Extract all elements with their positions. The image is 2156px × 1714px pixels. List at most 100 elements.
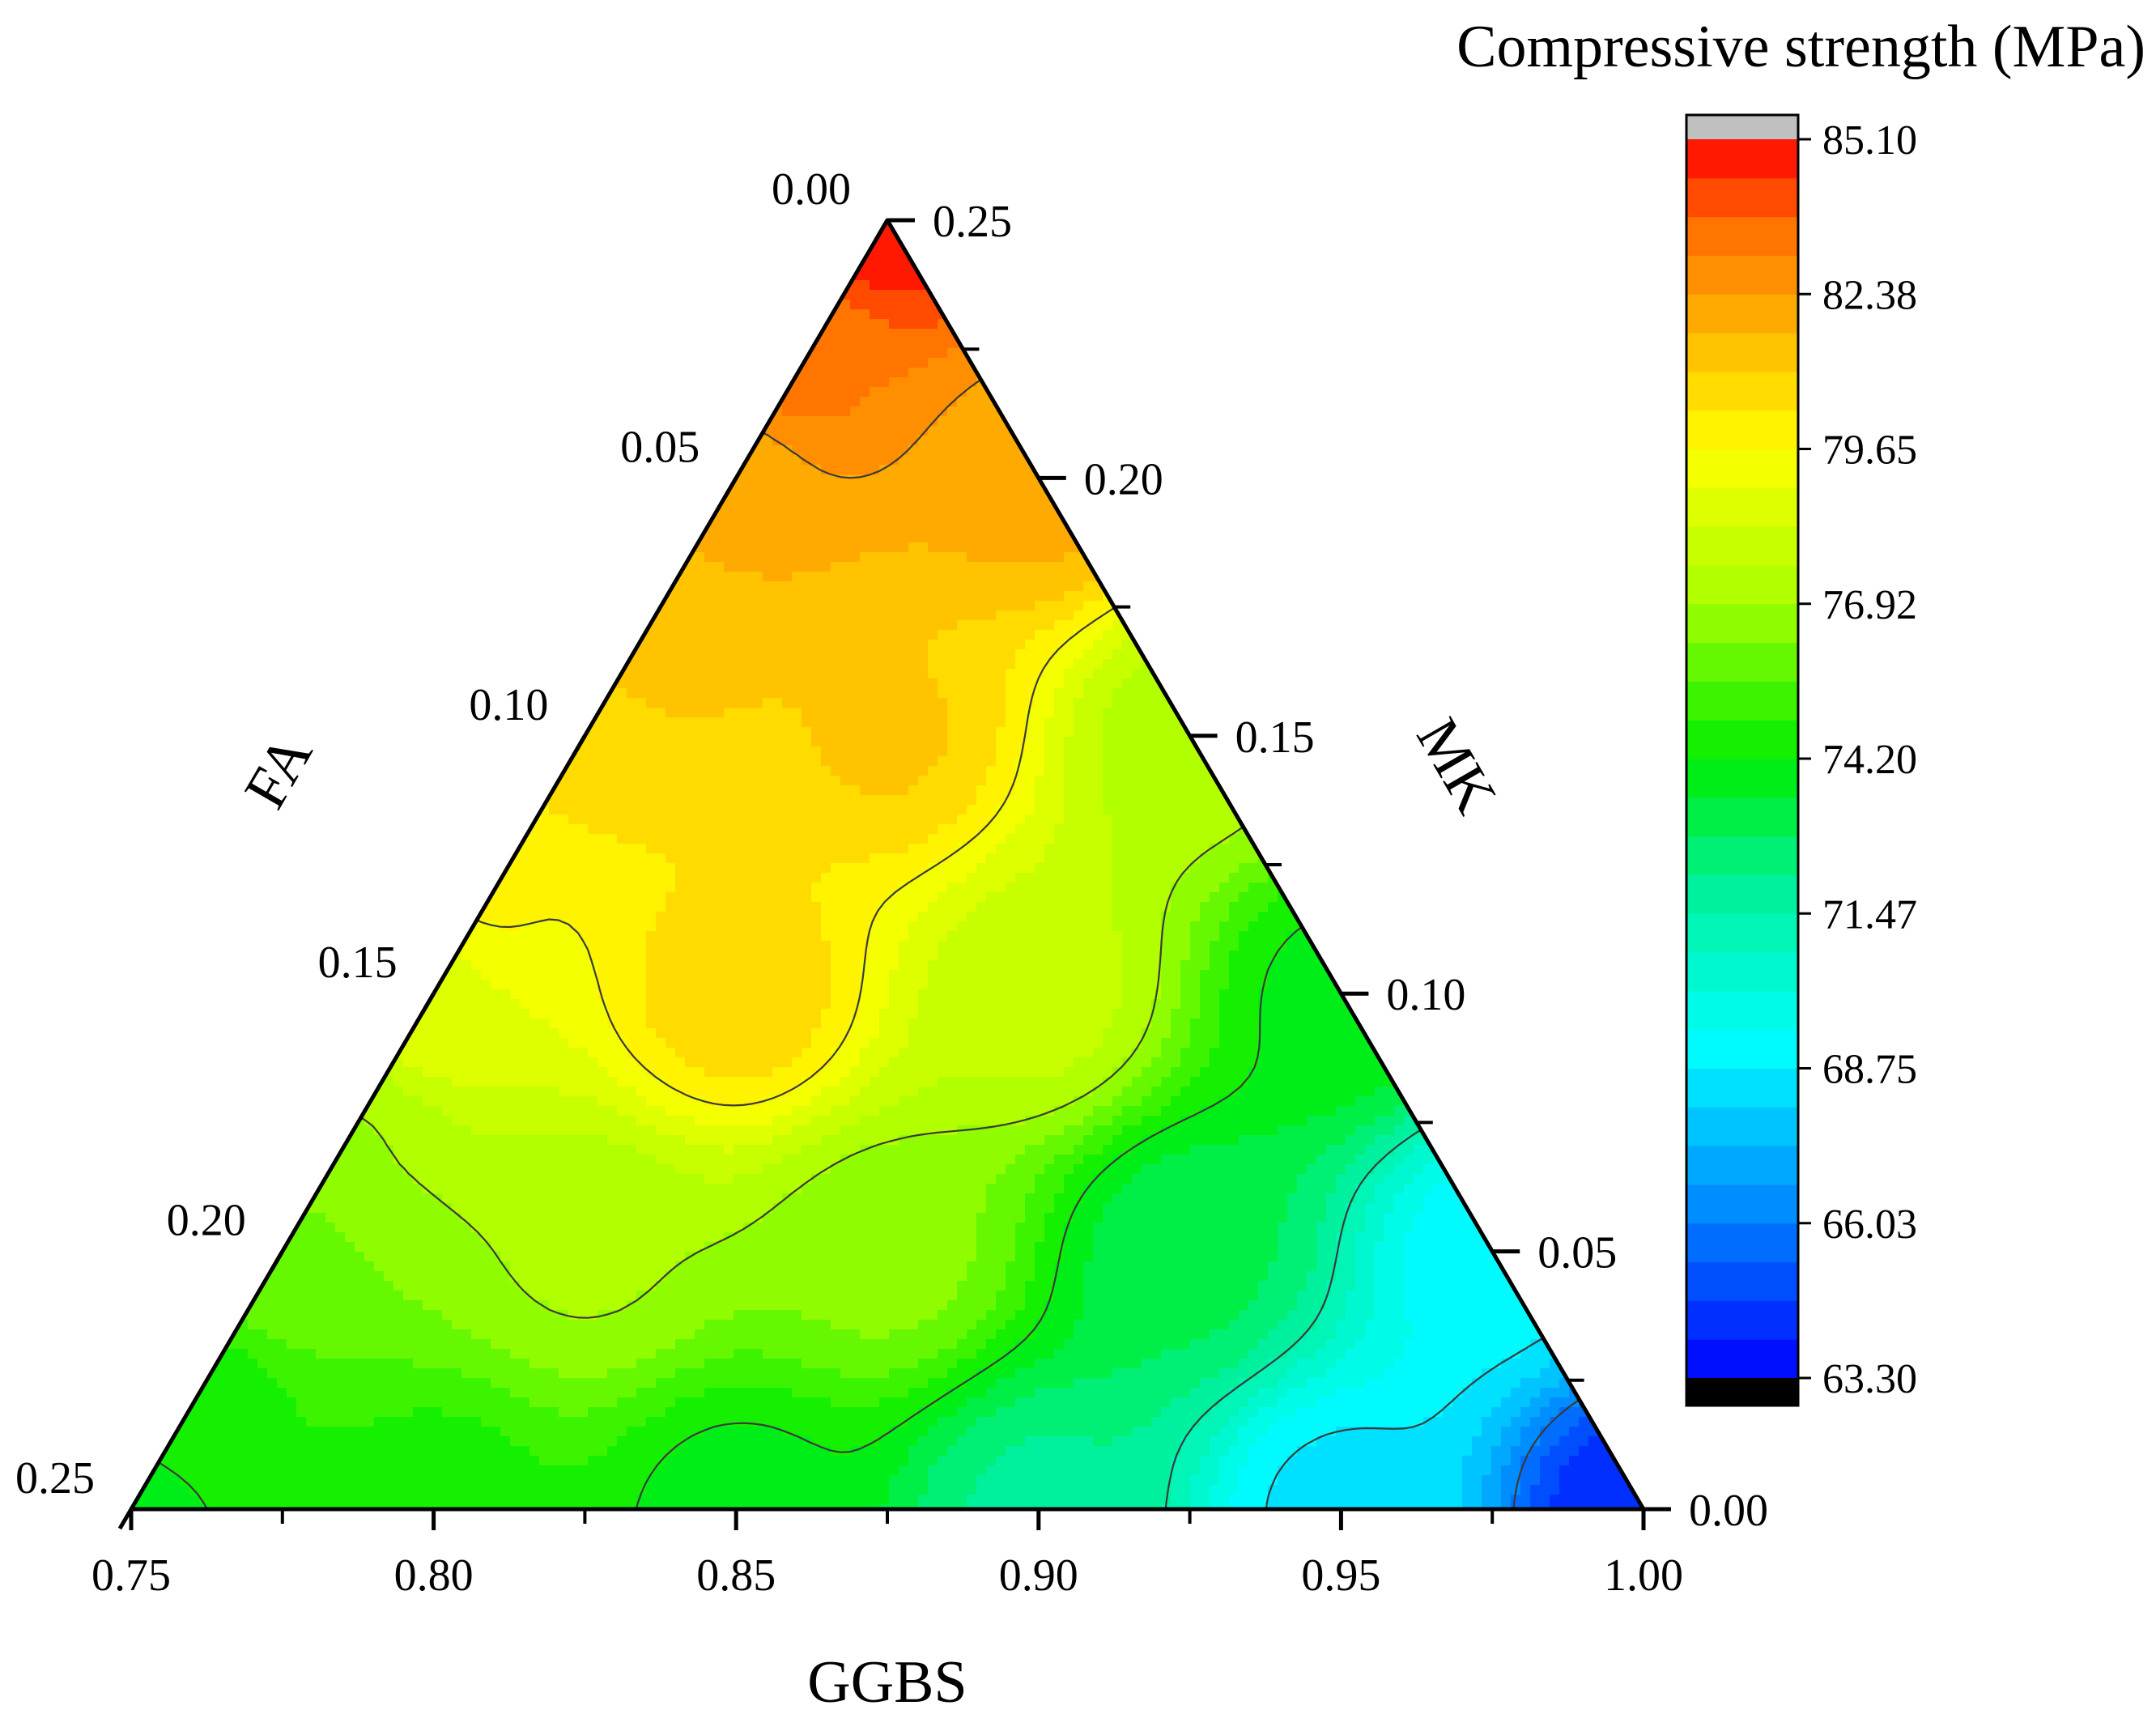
- contour-band-cell: [1491, 232, 1599, 242]
- contour-band-cell: [976, 834, 1006, 844]
- contour-band-cell: [908, 921, 958, 932]
- contour-band-cell: [947, 727, 997, 738]
- contour-band-cell: [1588, 1339, 1618, 1350]
- contour-band-cell: [1569, 1087, 1644, 1097]
- contour-band-cell: [1258, 1281, 1308, 1291]
- contour-band-cell: [131, 834, 287, 844]
- contour-band-cell: [131, 1310, 239, 1321]
- contour-band-cell: [131, 348, 229, 359]
- contour-band-cell: [1618, 1320, 1644, 1330]
- contour-band-cell: [724, 1145, 734, 1155]
- contour-band-cell: [1375, 1164, 1395, 1175]
- contour-band-cell: [1346, 1164, 1376, 1175]
- contour-band-cell: [1297, 261, 1385, 271]
- contour-band-cell: [549, 1300, 627, 1311]
- contour-band-cell: [646, 1067, 705, 1078]
- contour-band-cell: [131, 785, 239, 796]
- contour-band-cell: [529, 1359, 637, 1369]
- contour-band-cell: [1103, 630, 1133, 640]
- contour-band-cell: [1190, 1339, 1259, 1350]
- contour-band-cell: [491, 1339, 676, 1350]
- contour-band-cell: [1530, 756, 1644, 767]
- contour-band-cell: [1355, 1232, 1385, 1243]
- contour-band-cell: [267, 1329, 472, 1340]
- contour-band-cell: [335, 222, 462, 232]
- contour-band-cell: [131, 552, 181, 563]
- contour-band-cell: [627, 338, 734, 349]
- contour-band-cell: [1103, 766, 1308, 776]
- contour-band-cell: [957, 1407, 997, 1418]
- contour-band-cell: [413, 426, 559, 436]
- contour-band-cell: [1044, 766, 1065, 776]
- contour-band-cell: [607, 999, 647, 1010]
- fa-tick-label: 0.25: [15, 1453, 95, 1503]
- contour-band-cell: [355, 1242, 491, 1253]
- contour-band-cell: [899, 1048, 1094, 1058]
- contour-band-cell: [131, 261, 190, 271]
- contour-band-cell: [219, 338, 375, 349]
- contour-band-cell: [1161, 941, 1191, 951]
- contour-band-cell: [1423, 1106, 1453, 1116]
- contour-band-cell: [928, 659, 1016, 670]
- contour-band-cell: [1307, 523, 1424, 534]
- contour-band-cell: [938, 941, 1123, 951]
- contour-band-cell: [1423, 445, 1531, 456]
- contour-band-cell: [821, 1135, 899, 1146]
- contour-band-cell: [131, 397, 249, 407]
- contour-band-cell: [782, 1193, 987, 1204]
- contour-band-cell: [1316, 1320, 1337, 1330]
- contour-band-cell: [1219, 989, 1259, 1000]
- contour-band-cell: [151, 708, 307, 718]
- contour-band-cell: [704, 280, 812, 291]
- contour-band-cell: [1054, 1106, 1094, 1116]
- contour-band-cell: [1491, 377, 1599, 388]
- contour-band-cell: [1501, 220, 1609, 223]
- contour-band-cell: [1219, 921, 1249, 932]
- contour-band-cell: [1550, 426, 1644, 436]
- contour-band-cell: [549, 1019, 608, 1029]
- contour-band-cell: [1307, 1281, 1327, 1291]
- contour-band-cell: [131, 1485, 190, 1495]
- contour-band-cell: [1414, 455, 1521, 466]
- contour-band-cell: [131, 1184, 258, 1194]
- contour-band-cell: [1161, 1155, 1317, 1165]
- contour-band-cell: [597, 1096, 647, 1107]
- contour-band-cell: [1579, 504, 1644, 514]
- contour-band-cell: [1239, 397, 1308, 407]
- contour-band-cell: [1540, 688, 1644, 699]
- contour-band-cell: [1297, 1174, 1337, 1184]
- contour-band-cell: [1112, 688, 1405, 699]
- contour-band-cell: [802, 1359, 919, 1369]
- contour-band-cell: [821, 1067, 851, 1078]
- contour-band-cell: [500, 1252, 686, 1262]
- contour-band-cell: [1287, 533, 1405, 543]
- contour-band-cell: [1472, 572, 1618, 582]
- contour-band-cell: [452, 1116, 637, 1126]
- contour-band-cell: [1180, 873, 1230, 883]
- contour-band-cell: [461, 902, 666, 912]
- contour-band-cell: [704, 1359, 802, 1369]
- contour-band-cell: [1006, 883, 1113, 893]
- contour-band-cell: [131, 1465, 171, 1476]
- contour-band-cell: [1025, 1291, 1055, 1301]
- contour-band-cell: [510, 1436, 618, 1447]
- contour-band-cell: [1074, 1378, 1201, 1389]
- contour-band-cell: [976, 300, 1026, 310]
- contour-band-cell: [1627, 649, 1644, 660]
- contour-band-cell: [1161, 1504, 1191, 1509]
- contour-band-cell: [646, 513, 1123, 524]
- contour-band-cell: [1404, 1300, 1589, 1311]
- contour-band-cell: [597, 1057, 637, 1068]
- contour-band-cell: [131, 717, 161, 728]
- contour-band-cell: [1637, 1048, 1644, 1058]
- contour-band-cell: [1171, 1456, 1201, 1466]
- contour-band-cell: [131, 1281, 190, 1291]
- contour-band-cell: [131, 1329, 210, 1340]
- contour-band-cell: [568, 921, 657, 932]
- contour-band-cell: [1044, 727, 1074, 738]
- contour-band-cell: [695, 251, 773, 262]
- contour-band-cell: [1559, 1436, 1589, 1447]
- contour-band-cell: [1122, 504, 1181, 514]
- contour-band-cell: [219, 902, 355, 912]
- contour-band-cell: [1035, 805, 1065, 815]
